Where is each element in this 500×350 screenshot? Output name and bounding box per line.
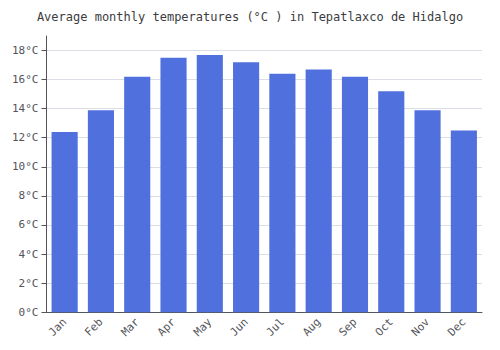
svg-text:0°C: 0°C <box>19 306 39 319</box>
svg-text:Average monthly temperatures (: Average monthly temperatures (°C ) in Te… <box>37 10 463 24</box>
svg-text:Jun: Jun <box>227 316 250 339</box>
svg-text:Dec: Dec <box>445 316 468 339</box>
svg-text:Nov: Nov <box>409 315 432 338</box>
svg-text:Apr: Apr <box>155 315 178 338</box>
svg-text:16°C: 16°C <box>12 73 39 86</box>
svg-text:Jan: Jan <box>46 316 69 339</box>
svg-text:18°C: 18°C <box>12 44 39 57</box>
svg-text:May: May <box>191 315 214 338</box>
svg-text:2°C: 2°C <box>19 277 39 290</box>
svg-text:Jul: Jul <box>264 316 287 339</box>
svg-text:Oct: Oct <box>373 316 396 339</box>
svg-text:4°C: 4°C <box>19 248 39 261</box>
svg-text:6°C: 6°C <box>19 218 39 231</box>
svg-text:Feb: Feb <box>82 316 105 339</box>
svg-text:12°C: 12°C <box>12 131 39 144</box>
svg-text:Sep: Sep <box>336 316 359 339</box>
svg-text:Mar: Mar <box>119 315 142 338</box>
svg-text:8°C: 8°C <box>19 189 39 202</box>
svg-text:14°C: 14°C <box>12 102 39 115</box>
svg-text:10°C: 10°C <box>12 160 39 173</box>
svg-text:Aug: Aug <box>300 316 323 339</box>
